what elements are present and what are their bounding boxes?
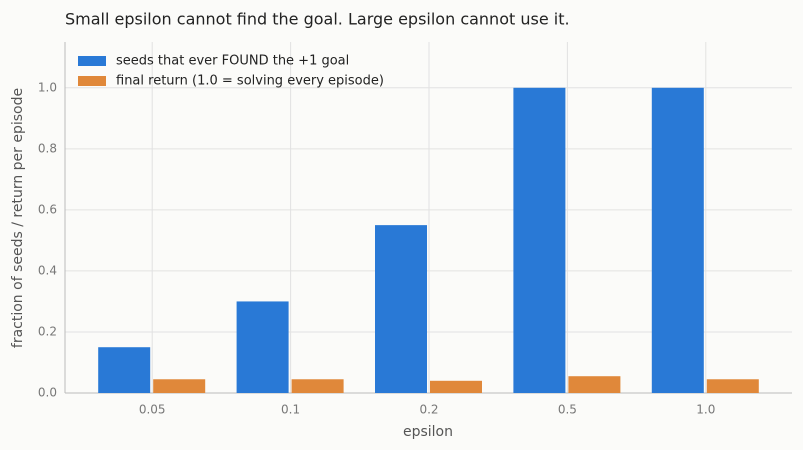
bar [236,301,289,393]
y-tick-label: 1.0 [38,80,57,94]
x-tick-label: 0.05 [139,403,166,417]
bar [375,225,427,393]
legend-swatch [78,76,106,86]
bar [568,376,621,393]
y-tick-label: 0.2 [38,324,57,338]
bar [430,380,482,393]
y-axis-label: fraction of seeds / return per episode [10,88,26,348]
y-tick-label: 0.8 [38,141,57,155]
legend-swatch [78,56,106,66]
chart-title: Small epsilon cannot find the goal. Larg… [65,10,570,29]
x-tick-label: 1.0 [696,403,715,417]
bar [513,87,566,394]
x-axis-label: epsilon [403,424,453,440]
bar [651,87,704,394]
bar [291,379,344,393]
x-tick-label: 0.2 [419,403,438,417]
bar [706,379,759,393]
y-tick-label: 0.0 [38,386,57,400]
y-tick-label: 0.4 [38,263,57,277]
y-tick-label: 0.6 [38,202,57,216]
bar [98,347,151,393]
x-tick-label: 0.1 [281,403,300,417]
legend-label: seeds that ever FOUND the +1 goal [116,54,349,69]
legend-label: final return (1.0 = solving every episod… [116,74,384,89]
bar [153,379,206,393]
x-tick-label: 0.5 [558,403,577,417]
